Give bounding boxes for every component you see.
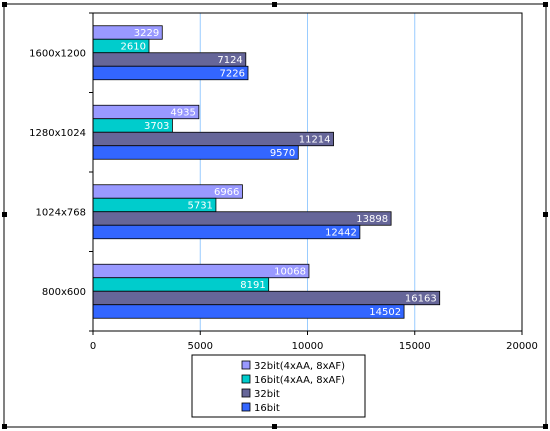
selection-handle [2, 212, 7, 217]
x-tick-label: 10000 [292, 341, 324, 352]
bar [92, 145, 299, 160]
legend: 32bit(4xAA, 8xAF) 16bit(4xAA, 8xAF) 32bit 1… [191, 354, 366, 418]
category-label: 800x600 [42, 287, 86, 298]
bar [92, 131, 334, 147]
legend-swatch [241, 388, 251, 398]
bar [92, 290, 441, 306]
selection-handle [2, 424, 7, 429]
x-tick-label: 0 [90, 341, 96, 352]
legend-label: 16bit [254, 403, 280, 414]
category-label: 1280x1024 [29, 128, 86, 139]
x-tick-label: 15000 [399, 341, 431, 352]
x-tick-label: 5000 [188, 341, 213, 352]
bar-value-label: 9570 [270, 148, 295, 159]
bar-value-label: 12442 [325, 228, 357, 239]
bar-value-label: 10068 [274, 267, 306, 278]
bar-value-label: 13898 [356, 214, 388, 225]
legend-swatch [241, 360, 251, 370]
bar-value-label: 2610 [121, 42, 146, 53]
legend-box [191, 354, 366, 418]
bar-value-label: 7226 [220, 69, 245, 80]
bar-value-label: 16163 [405, 294, 437, 305]
category-label: 1024x768 [36, 207, 86, 218]
selection-handle [2, 2, 7, 7]
bar-value-label: 3703 [144, 121, 169, 132]
bar [92, 224, 361, 240]
bar-value-label: 7124 [217, 55, 242, 66]
selection-handle [543, 424, 548, 429]
selection-handle [272, 424, 277, 429]
bar-value-label: 11214 [299, 135, 331, 146]
legend-label: 16bit(4xAA, 8xAF) [254, 375, 345, 386]
bar [92, 211, 392, 226]
legend-label: 32bit [254, 389, 280, 400]
legend-swatch [241, 374, 251, 384]
bar [92, 304, 405, 319]
bar-value-label: 3229 [134, 28, 159, 39]
bar-value-label: 8191 [240, 280, 265, 291]
bar-value-label: 4935 [170, 108, 195, 119]
bar-value-label: 14502 [369, 307, 401, 318]
legend-label: 32bit(4xAA, 8xAF) [254, 361, 345, 372]
legend-swatch [241, 402, 251, 412]
selection-handle [543, 2, 548, 7]
x-tick-label: 20000 [506, 341, 538, 352]
selection-handle [543, 212, 548, 217]
category-label: 1600x1200 [29, 48, 86, 59]
bar-value-label: 6966 [214, 187, 239, 198]
selection-handle [272, 2, 277, 7]
bar-value-label: 5731 [187, 201, 212, 212]
